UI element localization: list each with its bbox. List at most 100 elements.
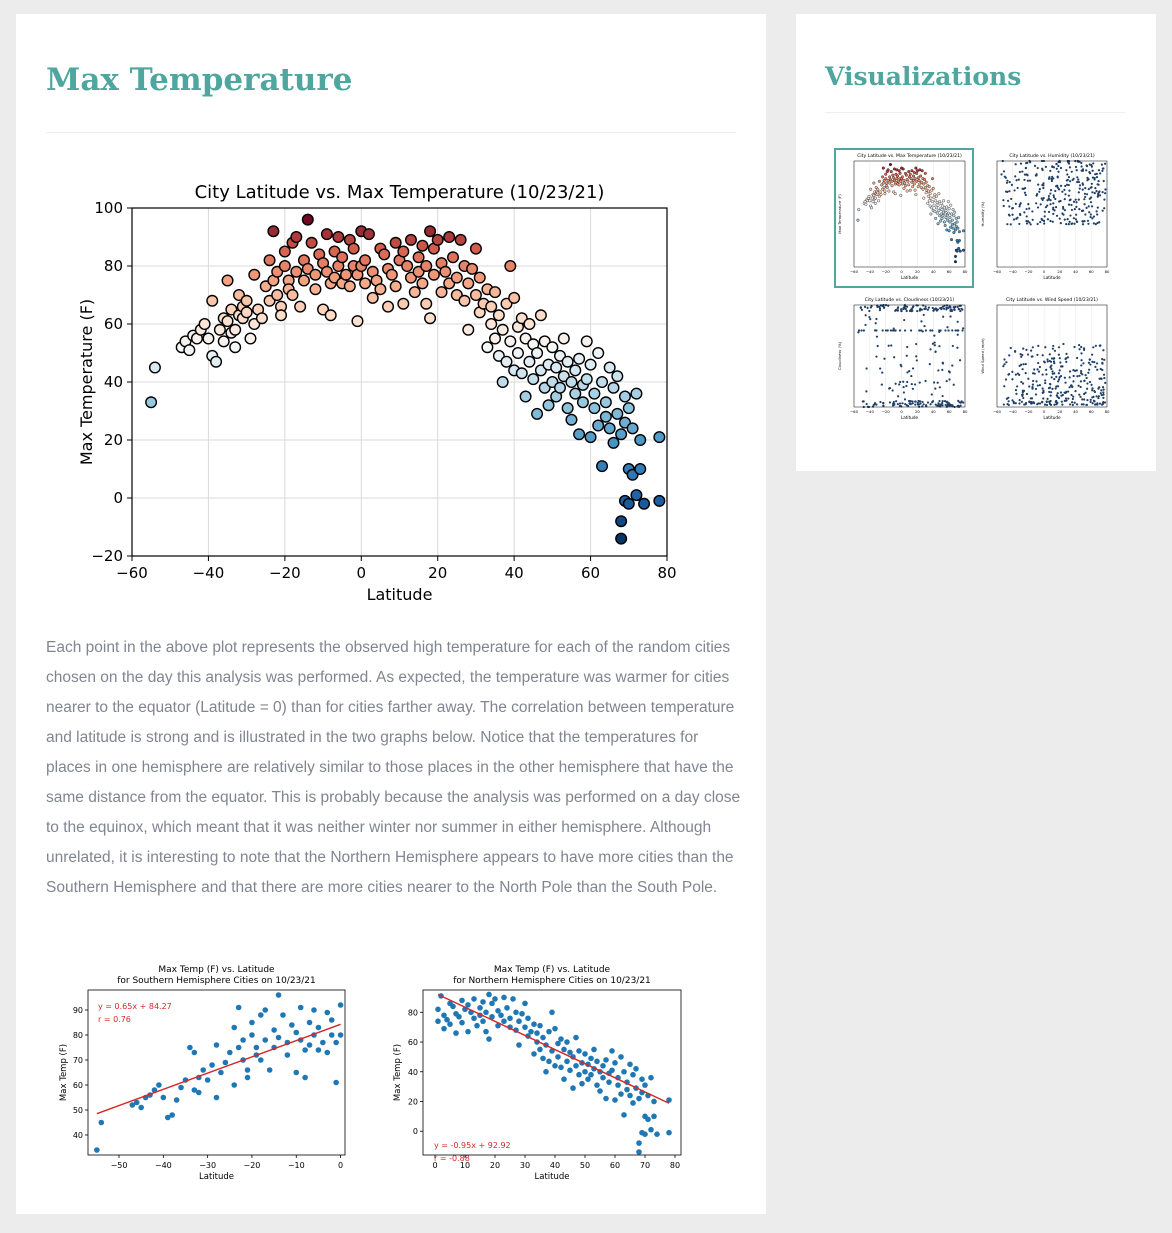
thumbnail-point [1036,353,1039,356]
scatter-point [584,431,597,444]
thumbnail-point [1038,384,1041,387]
thumbnail-point [1065,183,1069,186]
thumbnail-point [952,214,956,218]
thumbnail-point [892,402,895,405]
thumbnail-point [939,201,943,205]
thumbnail-point [1068,403,1072,406]
x-tick-label: −20 [244,1161,261,1170]
scatter-point [240,1037,246,1043]
thumbnail-point [1011,213,1014,216]
thumbnail-point [930,393,933,396]
x-tick-label: 50 [580,1161,590,1170]
scatter-point [516,1042,522,1048]
thumbnail-point [941,400,944,403]
thumbnail-frame [853,160,966,268]
thumbnail-point [1016,385,1019,388]
thumbnail-tick-label: 40 [1073,409,1078,414]
scatter-point [447,1021,453,1027]
thumbnail-point [1049,189,1053,192]
thumbnail-point [921,400,924,404]
thumbnail-humidity[interactable]: City Latitude vs. Humidity (10/23/21) −60… [979,150,1114,286]
thumbnail-point [1033,164,1037,167]
thumbnail-max-temperature[interactable]: City Latitude vs. Max Temperature (10/23… [834,148,974,288]
thumbnail-point [1029,402,1033,405]
thumbnail-point [1091,389,1094,392]
thumbnail-point [1064,193,1067,196]
thumbnail-point [1036,368,1039,371]
scatter-point [615,515,628,528]
thumbnail-point [1064,381,1067,384]
thumbnail-point [893,192,897,196]
scatter-point [634,463,647,476]
x-tick-label: −40 [155,1161,172,1170]
scatter-point [459,1019,465,1026]
thumbnail-point [958,304,961,307]
thumbnail-point [942,307,946,310]
thumbnail-point [1076,176,1079,179]
thumbnail-point [905,309,908,313]
thumbnail-point [947,402,950,405]
thumbnail-wind-speed[interactable]: City Latitude vs. Wind Speed (10/23/21) −… [979,294,1114,426]
thumbnail-wind-speed-svg: City Latitude vs. Wind Speed (10/23/21) −… [980,297,1110,420]
thumbnail-point [902,186,906,190]
thumbnail-xlabel: Latitude [901,275,919,280]
thumbnail-point [1029,223,1032,226]
thumbnail-point [1086,179,1089,182]
thumbnail-point [1091,217,1094,220]
scatter-point [148,361,161,374]
thumbnail-point [1055,162,1058,166]
scatter-point [324,1009,331,1016]
thumbnail-point [956,226,960,230]
thumbnail-cloudiness[interactable]: City Latitude vs. Cloudiness (10/23/21) −… [836,294,972,426]
thumbnail-point [916,185,920,189]
scatter-point [564,1039,570,1045]
plot-frame [422,989,682,1156]
thumbnail-point [1067,390,1070,393]
thumbnail-point [1043,222,1046,225]
thumbnail-point [936,203,940,207]
scatter-point [537,1022,543,1029]
scatter-point [328,1032,335,1038]
thumbnail-point [1091,396,1094,399]
thumbnail-point [1071,178,1074,182]
thumbnail-point [1076,356,1079,360]
scatter-point [462,277,475,290]
thumbnail-point [921,187,925,191]
thumbnail-xlabel: Latitude [1043,275,1061,280]
thumbnail-point [1081,168,1085,171]
thumbnail-point [1062,205,1065,209]
scatter-point [651,1098,657,1105]
thumbnail-point [1067,203,1071,206]
thumbnail-point [859,306,862,309]
thumbnail-point [935,211,939,215]
thumbnail-point [869,187,873,191]
thumbnail-point [1014,373,1017,376]
thumbnail-point [1059,222,1062,225]
scatter-point [609,1048,615,1054]
thumbnail-point [1070,170,1073,173]
thumbnail-point [1087,187,1090,191]
thumbnail-point [906,179,910,183]
scatter-point [557,332,570,345]
thumbnail-point [1083,398,1086,401]
thumbnail-point [1091,191,1094,194]
thumbnail-point [1049,169,1052,172]
thumbnail-point [940,208,944,212]
thumbnail-point [957,216,961,220]
thumbnail-point [909,329,913,332]
thumbnail-point [931,306,934,310]
thumbnail-point [1083,192,1087,195]
thumbnail-point [903,318,906,322]
thumbnail-point [1082,347,1086,350]
thumbnail-point [1071,403,1074,407]
thumbnail-point [1100,389,1103,392]
scatter-point [546,1058,552,1065]
thumbnail-point [948,371,951,374]
thumbnail-point [952,305,955,309]
thumbnail-point [1042,182,1045,185]
scatter-point [579,1080,585,1087]
thumbnail-point [1098,221,1101,224]
thumbnail-point [1093,178,1096,181]
scatter-point [466,262,479,275]
